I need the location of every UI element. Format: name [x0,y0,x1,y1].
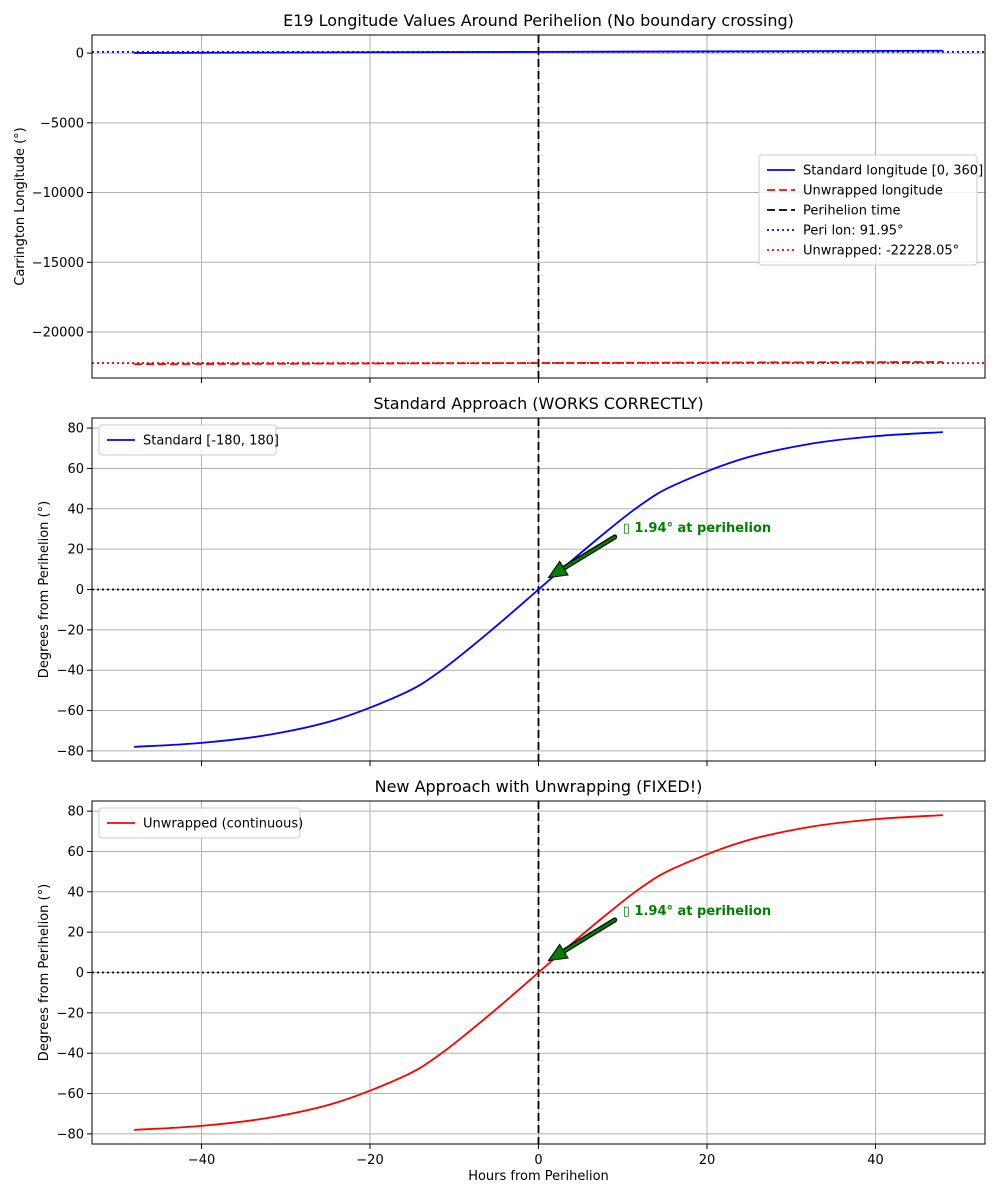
y-tick-label: −5000 [40,116,84,131]
legend: Unwrapped (continuous) [98,807,303,839]
x-tick-label: 0 [534,1153,542,1168]
annotation-arrow-head [547,943,569,962]
y-tick-label: 20 [67,926,84,941]
series-line [134,49,943,54]
y-tick-label: −60 [57,1087,84,1102]
x-tick-label: 20 [699,1153,716,1168]
series-line [134,431,943,748]
panel-3: New Approach with Unwrapping (FIXED!) ▯ 1… [37,777,986,1184]
y-tick-label: −60 [57,704,84,719]
plot-area [92,418,985,761]
y-axis-label: Degrees from Perihelion (°) [37,501,52,678]
y-axis-label: Degrees from Perihelion (°) [37,884,52,1061]
y-tick-label: 0 [76,966,84,981]
y-tick-label: 0 [76,47,84,62]
panel-title: E19 Longitude Values Around Perihelion (… [283,11,794,30]
plot-area [92,35,985,378]
legend-box [98,424,277,456]
y-tick-label: −40 [57,1047,84,1062]
annotation-label: ▯ 1.94° at perihelion [623,521,771,536]
y-tick-label: −20000 [32,325,84,340]
legend: Standard longitude [0, 360] Unwrapped lon… [758,154,983,266]
legend: Standard [-180, 180] [98,424,279,456]
y-tick-label: −20 [57,1006,84,1021]
series-line [134,361,943,366]
y-tick-label: −15000 [32,256,84,271]
series-line [134,814,943,1131]
panel-2: Standard Approach (WORKS CORRECTLY) ▯ 1.9… [37,394,986,766]
annotation-arrow-head [547,560,569,579]
panel-1: E19 Longitude Values Around Perihelion (… [13,11,986,383]
annotation-label: ▯ 1.94° at perihelion [623,904,771,919]
y-tick-label: −20 [57,623,84,638]
legend-entry: Peri lon: 91.95° [803,224,904,239]
x-tick-label: −40 [188,1153,215,1168]
y-tick-label: −80 [57,744,84,759]
y-tick-label: 40 [67,502,84,517]
panel-title: New Approach with Unwrapping (FIXED!) [375,777,703,796]
plot-area [92,801,985,1144]
legend-box [758,154,978,266]
y-tick-label: 80 [67,805,84,820]
x-tick-label: 40 [867,1153,884,1168]
panel-title: Standard Approach (WORKS CORRECTLY) [373,394,703,413]
y-tick-label: 0 [76,583,84,598]
legend-entry: Unwrapped longitude [803,184,943,199]
y-tick-label: 20 [67,543,84,558]
y-tick-label: −80 [57,1127,84,1142]
x-axis-label: Hours from Perihelion [468,1169,609,1184]
legend-entry: Unwrapped: -22228.05° [803,244,959,259]
legend-box [98,807,301,839]
y-tick-label: 60 [67,845,84,860]
x-tick-label: −20 [356,1153,383,1168]
y-tick-label: −40 [57,664,84,679]
y-tick-label: 60 [67,462,84,477]
y-tick-label: 40 [67,885,84,900]
legend-entry: Standard [-180, 180] [143,434,279,449]
legend-entry: Standard longitude [0, 360] [803,164,983,179]
annotation-arrow-shaft [562,535,616,570]
y-tick-label: −10000 [32,186,84,201]
legend-entry: Unwrapped (continuous) [143,817,303,832]
legend-entry: Perihelion time [803,204,901,219]
y-axis-label: Carrington Longitude (°) [13,127,28,285]
annotation-arrow-shaft [562,918,616,953]
y-tick-label: 80 [67,422,84,437]
